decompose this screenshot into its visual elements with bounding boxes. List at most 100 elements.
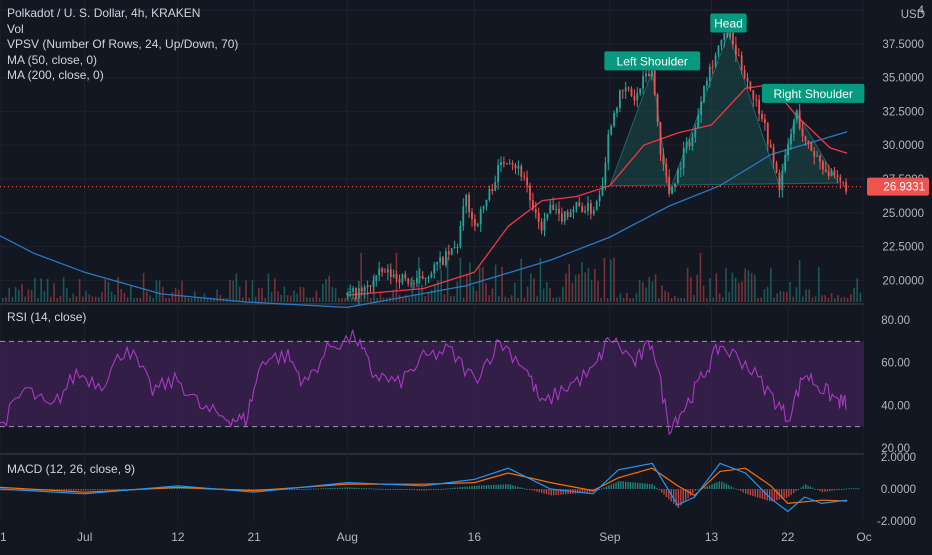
candle-body bbox=[636, 93, 639, 101]
volume-bar bbox=[210, 297, 212, 302]
candle-body bbox=[517, 165, 520, 169]
volume-bar bbox=[536, 296, 538, 302]
volume-bar bbox=[258, 287, 260, 302]
volume-bar bbox=[818, 267, 820, 302]
volume-bar bbox=[238, 286, 241, 302]
candle-body bbox=[665, 164, 668, 177]
macd-histogram-bar bbox=[349, 487, 351, 489]
macd-histogram-bar bbox=[776, 489, 778, 501]
volume-bar bbox=[88, 294, 90, 302]
macd-histogram-bar bbox=[363, 488, 365, 490]
rsi-band bbox=[0, 341, 864, 427]
candle-body bbox=[520, 165, 523, 177]
macd-histogram-bar bbox=[183, 487, 185, 489]
macd-histogram-bar bbox=[301, 488, 303, 490]
volume-bar bbox=[798, 260, 801, 302]
macd-histogram-bar bbox=[589, 489, 591, 493]
candle-body bbox=[389, 269, 392, 277]
candle-body bbox=[700, 101, 702, 116]
candle-body bbox=[821, 161, 824, 170]
volume-bar bbox=[792, 296, 794, 302]
volume-bar bbox=[667, 292, 670, 302]
volume-bar bbox=[91, 296, 94, 302]
macd-histogram-bar bbox=[771, 489, 773, 502]
volume-bar bbox=[120, 289, 122, 302]
volume-bar bbox=[603, 257, 606, 302]
macd-histogram-bar bbox=[464, 486, 466, 489]
macd-histogram-bar bbox=[99, 489, 101, 491]
candle-body bbox=[436, 261, 439, 265]
macd-histogram-bar bbox=[370, 488, 372, 490]
macd-histogram-bar bbox=[70, 489, 72, 491]
macd-histogram-bar bbox=[677, 489, 680, 509]
candle-body bbox=[682, 148, 685, 168]
volume-bar bbox=[11, 297, 14, 302]
ma200-line bbox=[0, 131, 848, 309]
volume-bar bbox=[850, 294, 852, 302]
macd-histogram-bar bbox=[692, 489, 694, 494]
volume-bar bbox=[600, 297, 602, 302]
macd-histogram-bar bbox=[53, 489, 56, 491]
candle-body bbox=[529, 185, 531, 201]
macd-histogram-bar bbox=[310, 488, 312, 490]
volume-bar bbox=[184, 296, 186, 302]
candle-body bbox=[726, 33, 729, 38]
volume-bar bbox=[501, 266, 503, 302]
volume-bar bbox=[757, 297, 759, 302]
volume-bar bbox=[414, 294, 417, 302]
volume-bar bbox=[85, 290, 87, 302]
candle-body bbox=[778, 172, 781, 191]
volume-bar bbox=[309, 297, 311, 302]
volume-bar bbox=[482, 267, 484, 302]
candle-body bbox=[384, 271, 386, 273]
volume-bar bbox=[286, 295, 289, 302]
macd-histogram-bar bbox=[689, 489, 692, 496]
volume-bar bbox=[56, 297, 58, 302]
volume-bar bbox=[782, 291, 785, 302]
macd-histogram-bar bbox=[176, 487, 178, 489]
volume-bar bbox=[610, 259, 612, 302]
macd-histogram-bar bbox=[586, 489, 588, 493]
macd-histogram-bar bbox=[728, 485, 730, 489]
macd-histogram-bar bbox=[397, 489, 399, 490]
candle-body bbox=[526, 177, 528, 186]
macd-histogram-bar bbox=[101, 489, 104, 491]
last-price-badge bbox=[867, 177, 929, 196]
macd-histogram-bar bbox=[329, 488, 332, 490]
volume-bar bbox=[315, 290, 318, 302]
candle-body bbox=[381, 268, 383, 272]
macd-histogram-bar bbox=[627, 481, 629, 489]
macd-histogram-bar bbox=[843, 488, 845, 490]
indicator-ma200: MA (200, close, 0) bbox=[7, 68, 104, 82]
price-tick-label: 25.0000 bbox=[882, 208, 924, 220]
volume-bar bbox=[8, 288, 10, 302]
candle-body bbox=[804, 136, 807, 141]
macd-histogram-bar bbox=[584, 489, 586, 493]
volume-bar bbox=[670, 297, 673, 302]
macd-histogram-bar bbox=[658, 489, 660, 491]
main-legend: Polkadot / U. S. Dollar, 4h, KRAKEN Vol … bbox=[7, 6, 238, 84]
macd-histogram-bar bbox=[423, 489, 425, 491]
volume-bar bbox=[853, 287, 855, 302]
volume-bar bbox=[53, 283, 55, 302]
macd-histogram-bar bbox=[809, 486, 812, 489]
macd-histogram-bar bbox=[171, 487, 173, 489]
macd-histogram-bar bbox=[697, 489, 699, 490]
candle-body bbox=[375, 275, 378, 281]
candle-body bbox=[508, 163, 511, 165]
candle-body bbox=[473, 218, 476, 226]
volume-bar bbox=[562, 287, 564, 302]
macd-histogram-bar bbox=[361, 487, 363, 489]
volume-bar bbox=[82, 296, 84, 302]
volume-bar bbox=[642, 282, 644, 302]
candle-body bbox=[775, 162, 778, 173]
volume-bar bbox=[504, 296, 506, 302]
candle-body bbox=[442, 257, 444, 266]
macd-histogram-bar bbox=[413, 489, 416, 491]
volume-bar bbox=[50, 296, 52, 302]
volume-bar bbox=[248, 297, 250, 302]
macd-histogram-bar bbox=[97, 489, 99, 491]
volume-bar bbox=[664, 290, 666, 302]
